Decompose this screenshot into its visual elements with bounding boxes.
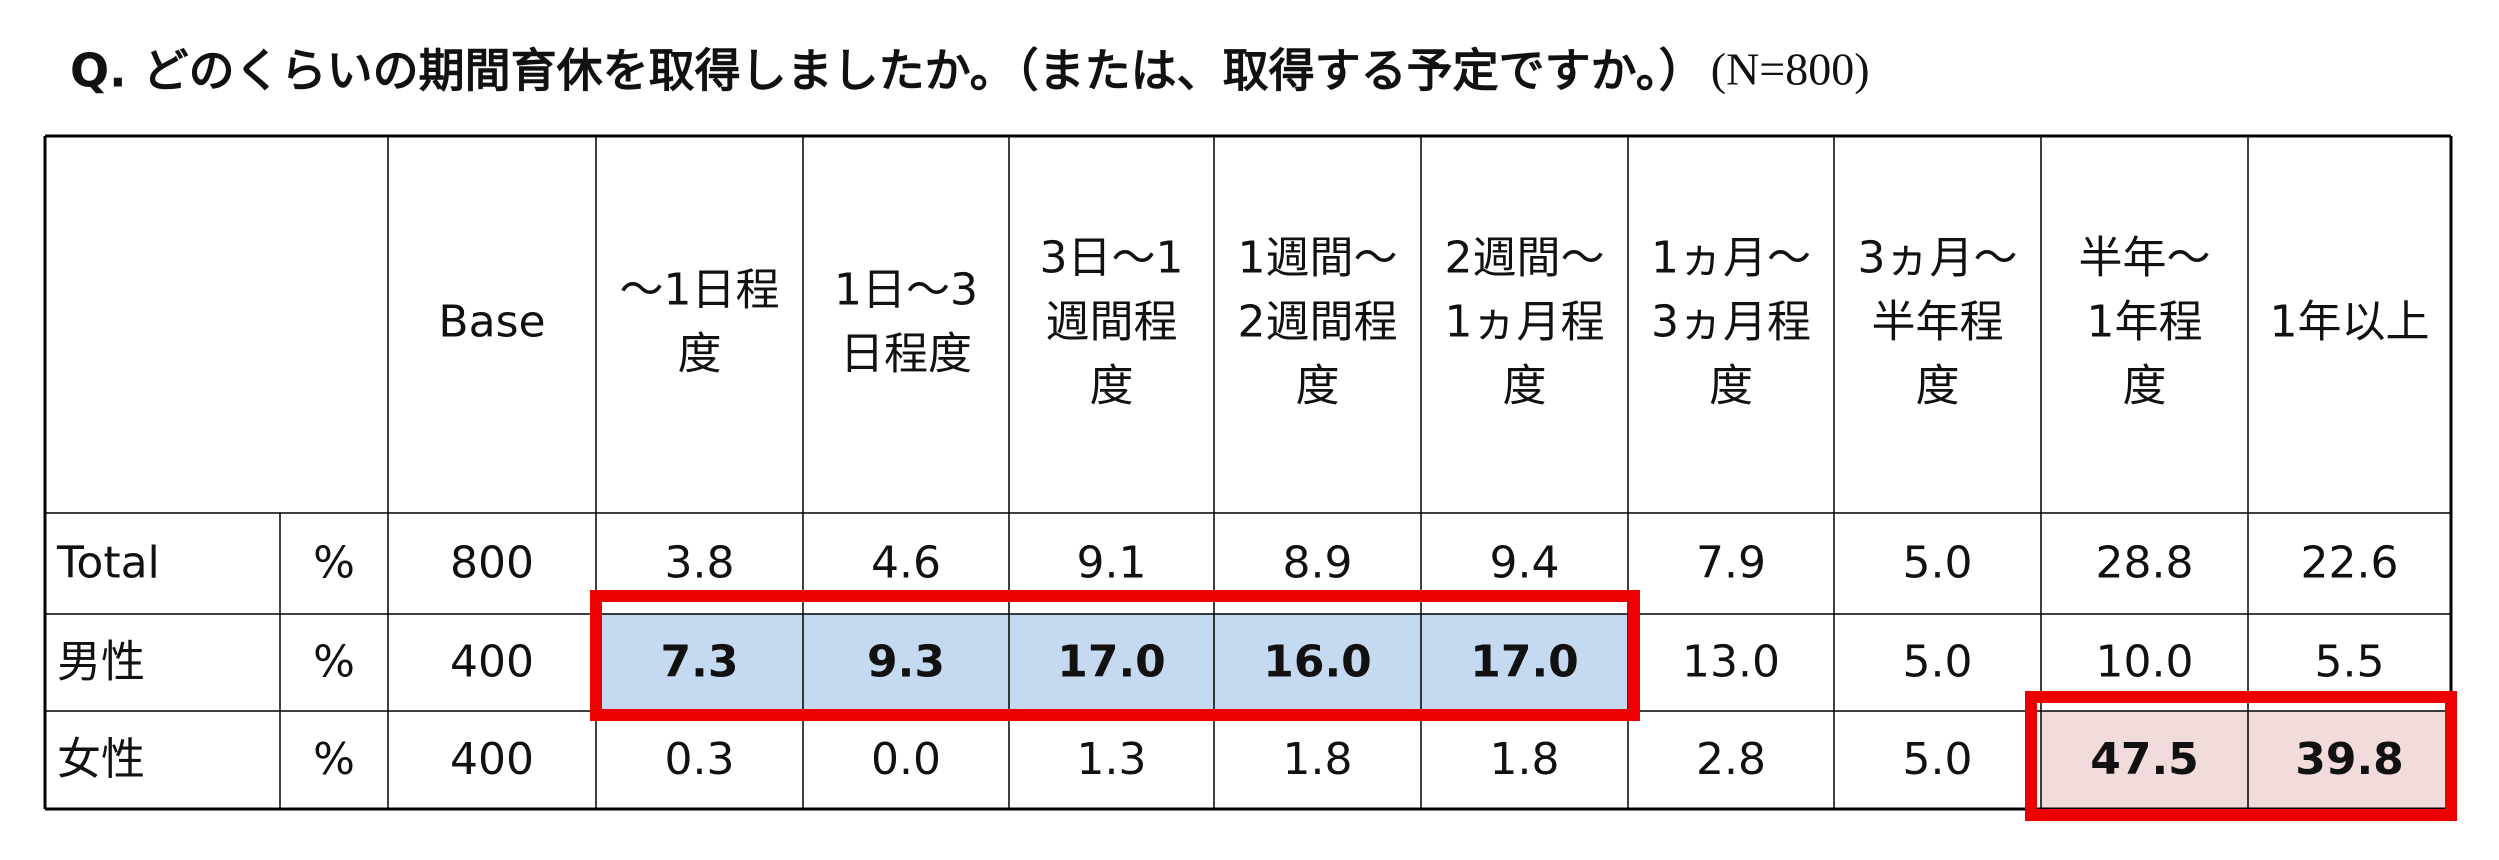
cell-value: 28.8 [2096, 538, 2194, 589]
cell-value: 5.0 [1903, 734, 1973, 785]
cell-value: 9.1 [1077, 538, 1147, 589]
cell-value: 17.0 [1057, 637, 1166, 688]
header-text: Base [438, 297, 545, 348]
cell-value: 0.0 [871, 734, 941, 785]
unit: % [313, 637, 355, 688]
header-text: 日程度 [840, 329, 972, 380]
cell-value: 4.6 [871, 538, 941, 589]
header-text: 1ヵ月程 [1445, 297, 1605, 348]
cell-value: 9.3 [867, 637, 945, 688]
cell-value: 7.9 [1696, 538, 1766, 589]
cell-value: 5.0 [1903, 637, 1973, 688]
cell-value: 22.6 [2301, 538, 2399, 589]
header-text: 度 [1090, 361, 1134, 412]
header-text: 2週間～ [1445, 233, 1605, 284]
title: Q. どのくらいの期間育休を取得しましたか。（または、取得する予定ですか。） [70, 44, 1705, 98]
cell-highlight [1009, 614, 1214, 711]
cell-highlight [1421, 614, 1628, 711]
header-text: 3日～1 [1040, 233, 1184, 284]
cell-value: 2.8 [1696, 734, 1766, 785]
header-text: 度 [2123, 361, 2167, 412]
cell-value: 16.0 [1263, 637, 1372, 688]
cell-value: 1.8 [1490, 734, 1560, 785]
cell-highlight [1214, 614, 1421, 711]
header-text: 1年以上 [2270, 297, 2430, 348]
sample-size: (N=800) [1711, 44, 1870, 95]
header-text: 度 [1503, 361, 1547, 412]
cell-value: 39.8 [2295, 734, 2404, 785]
cell-value: 13.0 [1682, 637, 1780, 688]
cell-highlight [596, 614, 803, 711]
emphasis-box [590, 590, 1640, 721]
header-text: 1週間～ [1238, 233, 1398, 284]
header-text: 度 [1916, 361, 1960, 412]
unit: % [313, 538, 355, 589]
header-text: 3ヵ月～ [1858, 233, 2018, 284]
cell-value: 10.0 [2096, 637, 2194, 688]
cell-value: 3.8 [665, 538, 735, 589]
header-text: 1日～3 [834, 265, 978, 316]
row-label: 男性 [57, 637, 145, 688]
cell-value: 1.8 [1283, 734, 1353, 785]
cell-value: 8.9 [1283, 538, 1353, 589]
header-text: 半年～ [2079, 233, 2211, 284]
header-text: 度 [678, 329, 722, 380]
cell-highlight [2041, 711, 2248, 809]
row-label: 女性 [57, 734, 145, 785]
header-text: 度 [1296, 361, 1340, 412]
header-text: 1年程 [2087, 297, 2203, 348]
header-text: ～1日程 [620, 265, 780, 316]
header-text: 2週間程 [1238, 297, 1398, 348]
row-label: Total [56, 538, 160, 589]
base: 400 [450, 637, 534, 688]
cell-highlight [803, 614, 1009, 711]
emphasis-box [2025, 691, 2457, 821]
cell-highlight [2248, 711, 2451, 809]
header-text: 3ヵ月程 [1651, 297, 1811, 348]
unit: % [313, 734, 355, 785]
cell-value: 5.0 [1903, 538, 1973, 589]
base: 400 [450, 734, 534, 785]
cell-value: 0.3 [665, 734, 735, 785]
header-text: 度 [1709, 361, 1753, 412]
cell-value: 7.3 [661, 637, 739, 688]
header-text: 半年程 [1872, 297, 2004, 348]
cell-value: 1.3 [1077, 734, 1147, 785]
header-text: 1ヵ月～ [1651, 233, 1811, 284]
cell-value: 47.5 [2090, 734, 2199, 785]
cell-value: 9.4 [1490, 538, 1560, 589]
base: 800 [450, 538, 534, 589]
cell-value: 5.5 [2315, 637, 2385, 688]
header-text: 週間程 [1046, 297, 1178, 348]
cell-value: 17.0 [1470, 637, 1579, 688]
